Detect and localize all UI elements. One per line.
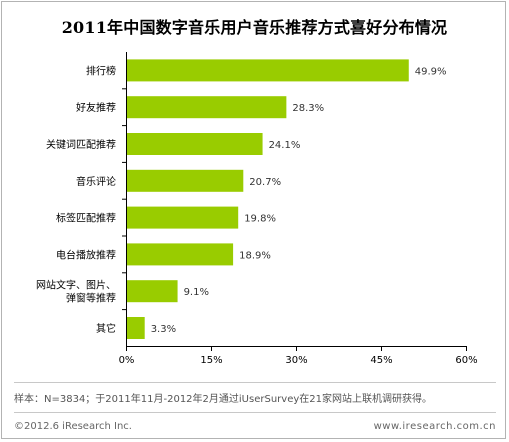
copyright-text: ©2012.6 iResearch Inc. xyxy=(14,421,132,432)
category-label: 标签匹配推荐 xyxy=(56,212,116,225)
x-tick-label: 45% xyxy=(370,355,392,366)
bar xyxy=(127,243,234,266)
value-label: 49.9% xyxy=(415,66,447,77)
footer-divider xyxy=(14,412,496,413)
bars-layer: 49.9% 28.3% 24.1% 20.7% 19.8% 18.9% 9.1% 3.3% xyxy=(127,59,447,339)
value-label: 9.1% xyxy=(184,287,209,298)
bar xyxy=(127,317,145,339)
value-label: 20.7% xyxy=(249,177,281,188)
x-tick-label: 15% xyxy=(200,355,222,366)
category-label: 音乐评论 xyxy=(76,175,116,188)
value-label: 3.3% xyxy=(151,324,176,335)
category-label: 网站文字、图片、弹窗等推荐 xyxy=(36,279,116,305)
x-tick-label: 0% xyxy=(119,355,135,366)
value-label: 24.1% xyxy=(269,140,301,151)
category-label: 关键词匹配推荐 xyxy=(46,138,116,151)
axis-layer: 排行榜好友推荐关键词匹配推荐音乐评论标签匹配推荐电台播放推荐网站文字、图片、弹窗… xyxy=(36,52,478,366)
value-label: 19.8% xyxy=(244,214,276,225)
bar xyxy=(127,133,263,155)
bar xyxy=(127,206,239,229)
bar xyxy=(127,59,409,82)
bar xyxy=(127,280,178,303)
category-label: 电台播放推荐 xyxy=(56,248,116,261)
footnote-divider xyxy=(14,382,496,383)
x-tick-label: 30% xyxy=(285,355,307,366)
value-label: 28.3% xyxy=(292,103,324,114)
bar xyxy=(127,169,244,192)
bar xyxy=(127,96,287,119)
category-label: 好友推荐 xyxy=(76,101,116,114)
x-tick-label: 60% xyxy=(455,355,477,366)
category-label: 排行榜 xyxy=(86,64,116,77)
value-label: 18.9% xyxy=(239,250,271,261)
category-label: 其它 xyxy=(96,322,116,335)
chart-title: 2011年中国数字音乐用户音乐推荐方式喜好分布情况 xyxy=(61,18,448,37)
sample-footnote: 样本：N=3834；于2011年11月-2012年2月通过iUserSurvey… xyxy=(14,394,432,405)
website-url: www.iresearch.com.cn xyxy=(373,421,496,432)
